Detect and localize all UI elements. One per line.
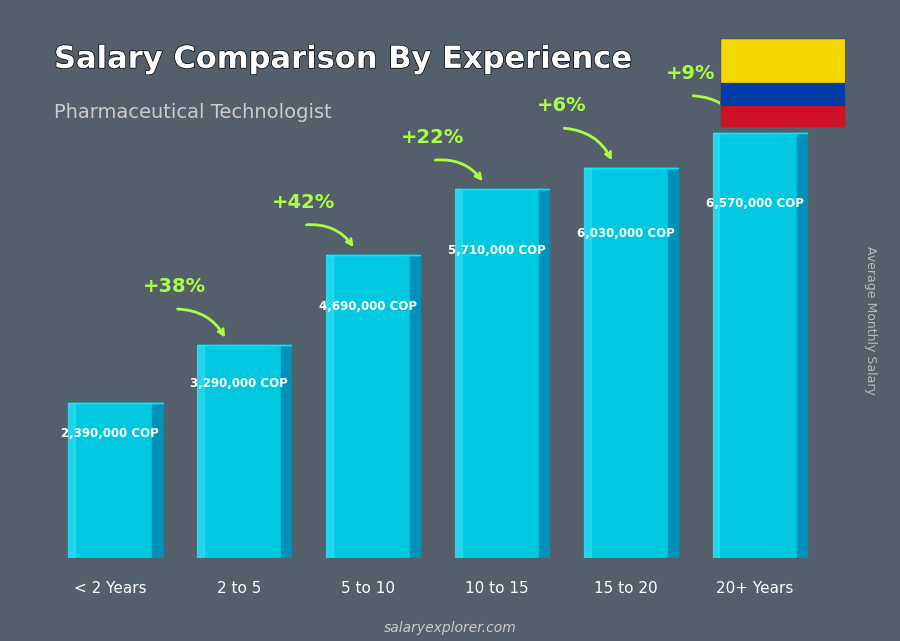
Polygon shape [584, 168, 590, 558]
Text: +22%: +22% [401, 128, 464, 147]
Text: Salary Comparison By Experience: Salary Comparison By Experience [54, 45, 630, 74]
Text: salaryexplorer.com: salaryexplorer.com [383, 620, 517, 635]
Polygon shape [455, 189, 462, 558]
Polygon shape [152, 403, 163, 558]
Bar [720, 83, 846, 106]
Bar [68, 403, 152, 558]
Text: 5,710,000 COP: 5,710,000 COP [448, 244, 546, 257]
Polygon shape [197, 345, 203, 558]
Text: 2 to 5: 2 to 5 [217, 581, 261, 595]
Text: Pharmaceutical Technologist: Pharmaceutical Technologist [54, 103, 332, 122]
Text: 3,290,000 COP: 3,290,000 COP [191, 377, 288, 390]
Text: +38%: +38% [143, 277, 206, 296]
Text: < 2 Years: < 2 Years [74, 581, 147, 595]
Bar [197, 345, 281, 558]
Text: +42%: +42% [272, 193, 336, 212]
Polygon shape [796, 133, 807, 558]
Bar [713, 133, 796, 558]
Text: 15 to 20: 15 to 20 [594, 581, 658, 595]
Bar [327, 254, 410, 558]
Polygon shape [713, 133, 719, 558]
Polygon shape [668, 168, 679, 558]
Bar [720, 106, 846, 128]
Text: 5 to 10: 5 to 10 [341, 581, 395, 595]
Text: 20+ Years: 20+ Years [716, 581, 794, 595]
Polygon shape [68, 403, 75, 558]
Bar [584, 168, 668, 558]
Polygon shape [327, 254, 333, 558]
Text: +6%: +6% [536, 96, 586, 115]
Text: 6,030,000 COP: 6,030,000 COP [577, 226, 675, 240]
Text: 10 to 15: 10 to 15 [465, 581, 529, 595]
Text: 2,390,000 COP: 2,390,000 COP [61, 426, 159, 440]
Polygon shape [539, 189, 549, 558]
Text: 6,570,000 COP: 6,570,000 COP [706, 197, 804, 210]
Polygon shape [281, 345, 292, 558]
Polygon shape [410, 254, 420, 558]
Bar [720, 38, 846, 83]
Text: 4,690,000 COP: 4,690,000 COP [320, 300, 418, 313]
Bar [455, 189, 539, 558]
Text: +9%: +9% [666, 63, 716, 83]
Text: Average Monthly Salary: Average Monthly Salary [865, 246, 878, 395]
